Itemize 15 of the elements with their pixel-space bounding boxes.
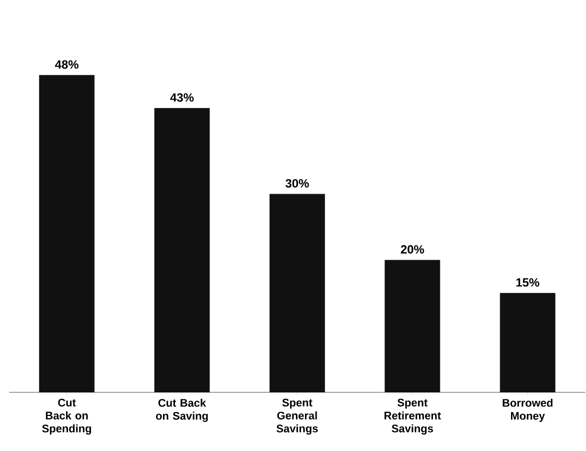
data-label: 43% xyxy=(170,93,194,102)
data-label: 30% xyxy=(286,179,309,188)
bar xyxy=(384,260,440,392)
bar xyxy=(270,194,325,392)
data-label: 15% xyxy=(516,278,540,287)
bar xyxy=(500,292,556,392)
x-tick-label: Spent Retirement Savings xyxy=(384,398,441,435)
bar xyxy=(154,108,210,392)
x-tick-label: Cut Back on Spending xyxy=(42,398,92,435)
data-label: 48% xyxy=(55,60,78,69)
x-tick-label: Cut Back on Saving xyxy=(156,398,208,422)
x-tick-label: Borrowed Money xyxy=(502,398,552,422)
data-label: 20% xyxy=(400,245,424,254)
bar xyxy=(39,75,95,392)
x-tick-label: Spent General Savings xyxy=(276,398,318,435)
